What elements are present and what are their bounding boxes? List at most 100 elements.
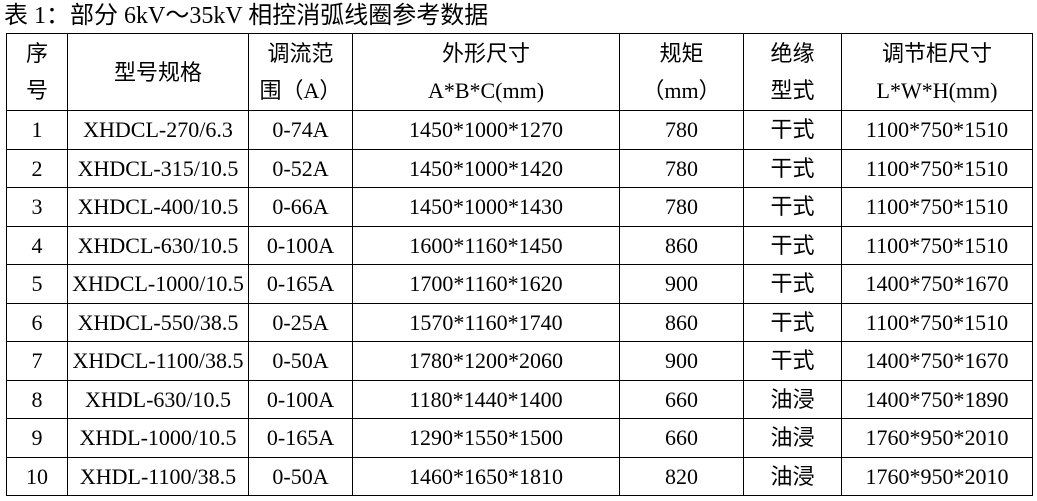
cell-index: 4 xyxy=(6,225,68,265)
cell-model: XHDCL-1100/38.5 xyxy=(67,341,249,381)
cell-dimensions: 1450*1000*1420 xyxy=(352,148,620,188)
cell-gauge: 820 xyxy=(619,456,744,496)
table-row: 6 XHDCL-550/38.5 0-25A 1570*1160*1740 860 干式 1… xyxy=(6,302,1033,342)
table-row: 10 XHDL-1100/38.5 0-50A 1460*1650*1810 820 油浸… xyxy=(6,456,1033,496)
cell-cabinet-size: 1760*950*2010 xyxy=(841,418,1033,458)
header-line: 型号规格 xyxy=(113,59,202,85)
cell-model: XHDCL-1000/10.5 xyxy=(67,264,249,304)
table-row: 8 XHDL-630/10.5 0-100A 1180*1440*1400 660 油浸 1… xyxy=(6,379,1033,419)
cell-gauge: 660 xyxy=(619,379,744,419)
cell-dimensions: 1450*1000*1270 xyxy=(352,110,620,150)
cell-index: 1 xyxy=(6,110,68,150)
cell-insulation: 干式 xyxy=(743,148,842,188)
cell-insulation: 油浸 xyxy=(743,379,842,419)
cell-insulation: 油浸 xyxy=(743,418,842,458)
header-line: 型式 xyxy=(770,78,815,103)
cell-model: XHDCL-630/10.5 xyxy=(67,225,249,265)
table-row: 7 XHDCL-1100/38.5 0-50A 1780*1200*2060 900 干式… xyxy=(6,341,1033,381)
cell-index: 8 xyxy=(6,379,68,419)
cell-cabinet-size: 1100*750*1510 xyxy=(841,225,1033,265)
cell-index: 7 xyxy=(6,341,68,381)
header-row: 序号型号规格 调流范 围（A） 外形尺寸 A*B*C(mm) 规矩 （mm） 绝缘 型式 调节柜尺… xyxy=(6,33,1033,111)
header-dimensions: 外形尺寸 A*B*C(mm) xyxy=(352,33,620,111)
header-line: 序 xyxy=(25,41,48,66)
cell-current-range: 0-25A xyxy=(248,302,353,342)
data-table: 序号型号规格 调流范 围（A） 外形尺寸 A*B*C(mm) 规矩 （mm） 绝缘 型式 调节柜尺… xyxy=(6,33,1033,496)
header-model: 型号规格 xyxy=(67,33,249,111)
cell-insulation: 干式 xyxy=(743,302,842,342)
cell-current-range: 0-66A xyxy=(248,187,353,227)
header-line: 调流范 xyxy=(267,41,334,66)
cell-cabinet-size: 1760*950*2010 xyxy=(841,456,1033,496)
cell-model: XHDCL-550/38.5 xyxy=(67,302,249,342)
header-line: 号 xyxy=(25,78,48,103)
header-line: A*B*C(mm) xyxy=(427,78,545,103)
cell-current-range: 0-165A xyxy=(248,264,353,304)
cell-gauge: 780 xyxy=(619,148,744,188)
cell-dimensions: 1450*1000*1430 xyxy=(352,187,620,227)
cell-gauge: 780 xyxy=(619,187,744,227)
table-row: 3 XHDCL-400/10.5 0-66A 1450*1000*1430 780 干式 1… xyxy=(6,187,1033,227)
cell-current-range: 0-100A xyxy=(248,225,353,265)
cell-model: XHDCL-270/6.3 xyxy=(67,110,249,150)
cell-cabinet-size: 1100*750*1510 xyxy=(841,110,1033,150)
table-title: 表 1：部分 6kV～35kV 相控消弧线圈参考数据 xyxy=(4,3,489,29)
cell-dimensions: 1290*1550*1500 xyxy=(352,418,620,458)
cell-cabinet-size: 1100*750*1510 xyxy=(841,302,1033,342)
header-line: （mm） xyxy=(642,78,721,103)
cell-cabinet-size: 1400*750*1670 xyxy=(841,341,1033,381)
cell-index: 10 xyxy=(6,456,68,496)
cell-model: XHDL-630/10.5 xyxy=(67,379,249,419)
cell-index: 6 xyxy=(6,302,68,342)
cell-index: 3 xyxy=(6,187,68,227)
cell-cabinet-size: 1100*750*1510 xyxy=(841,187,1033,227)
table-row: 2 XHDCL-315/10.5 0-52A 1450*1000*1420 780 干式 1… xyxy=(6,148,1033,188)
header-line: 规矩 xyxy=(659,41,704,66)
cell-cabinet-size: 1100*750*1510 xyxy=(841,148,1033,188)
cell-model: XHDCL-315/10.5 xyxy=(67,148,249,188)
cell-gauge: 900 xyxy=(619,264,744,304)
table-row: 9 XHDL-1000/10.5 0-165A 1290*1550*1500 660 油浸… xyxy=(6,418,1033,458)
cell-gauge: 900 xyxy=(619,341,744,381)
cell-insulation: 油浸 xyxy=(743,456,842,496)
cell-dimensions: 1570*1160*1740 xyxy=(352,302,620,342)
cell-gauge: 660 xyxy=(619,418,744,458)
cell-insulation: 干式 xyxy=(743,187,842,227)
cell-insulation: 干式 xyxy=(743,341,842,381)
cell-current-range: 0-74A xyxy=(248,110,353,150)
header-line: 绝缘 xyxy=(770,41,815,66)
cell-current-range: 0-52A xyxy=(248,148,353,188)
table-row: 1 XHDCL-270/6.3 0-74A 1450*1000*1270 780 干式 11… xyxy=(6,110,1033,150)
cell-insulation: 干式 xyxy=(743,110,842,150)
header-index: 序号 xyxy=(6,33,68,111)
table-row: 5 XHDCL-1000/10.5 0-165A 1700*1160*1620 900 干… xyxy=(6,264,1033,304)
cell-cabinet-size: 1400*750*1670 xyxy=(841,264,1033,304)
header-line: 外形尺寸 xyxy=(441,41,530,66)
cell-current-range: 0-165A xyxy=(248,418,353,458)
cell-insulation: 干式 xyxy=(743,225,842,265)
header-cabinet-size: 调节柜尺寸 L*W*H(mm) xyxy=(841,33,1033,111)
cell-dimensions: 1460*1650*1810 xyxy=(352,456,620,496)
cell-gauge: 780 xyxy=(619,110,744,150)
cell-gauge: 860 xyxy=(619,225,744,265)
cell-index: 2 xyxy=(6,148,68,188)
cell-current-range: 0-50A xyxy=(248,341,353,381)
header-insulation: 绝缘 型式 xyxy=(743,33,842,111)
cell-dimensions: 1180*1440*1400 xyxy=(352,379,620,419)
cell-model: XHDCL-400/10.5 xyxy=(67,187,249,227)
cell-cabinet-size: 1400*750*1890 xyxy=(841,379,1033,419)
cell-model: XHDL-1000/10.5 xyxy=(67,418,249,458)
header-line: 围（A） xyxy=(259,78,342,103)
table-row: 4 XHDCL-630/10.5 0-100A 1600*1160*1450 860 干式… xyxy=(6,225,1033,265)
cell-dimensions: 1700*1160*1620 xyxy=(352,264,620,304)
cell-dimensions: 1600*1160*1450 xyxy=(352,225,620,265)
cell-model: XHDL-1100/38.5 xyxy=(67,456,249,496)
header-line: L*W*H(mm) xyxy=(876,78,998,103)
cell-index: 9 xyxy=(6,418,68,458)
cell-insulation: 干式 xyxy=(743,264,842,304)
cell-dimensions: 1780*1200*2060 xyxy=(352,341,620,381)
cell-gauge: 860 xyxy=(619,302,744,342)
header-gauge: 规矩 （mm） xyxy=(619,33,744,111)
cell-current-range: 0-100A xyxy=(248,379,353,419)
header-line: 调节柜尺寸 xyxy=(881,41,992,66)
